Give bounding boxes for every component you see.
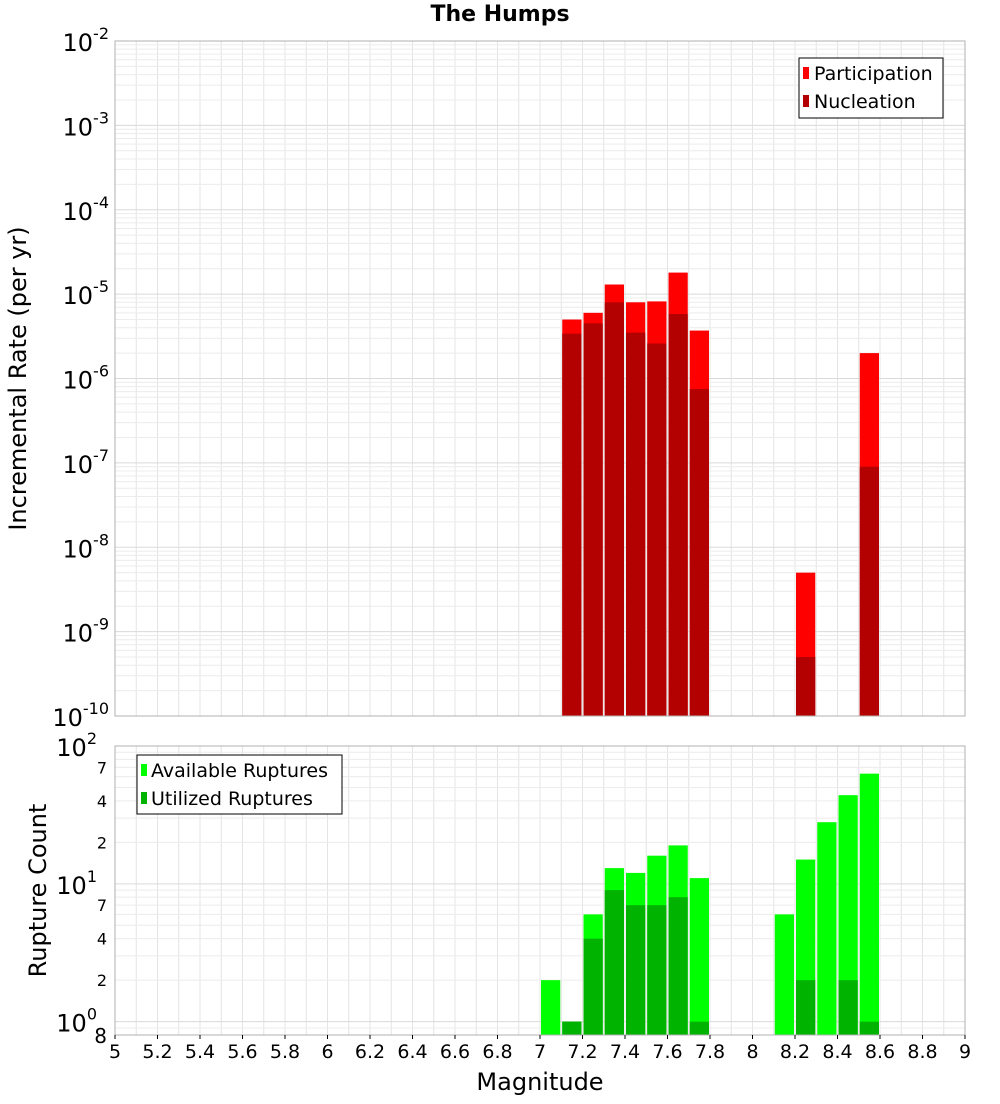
- bar-nucleation: [859, 466, 879, 716]
- x-tick-label: 6: [321, 1041, 333, 1063]
- x-tick-label: 7.4: [610, 1041, 640, 1063]
- x-axis-label: Magnitude: [476, 1068, 603, 1096]
- bar-available: [859, 773, 879, 1035]
- bar-utilized: [838, 980, 858, 1035]
- x-tick-label: 8.2: [780, 1041, 810, 1063]
- y-minor-tick-label-count: 4: [97, 930, 107, 949]
- y-axis-label-rate: Incremental Rate (per yr): [4, 226, 32, 530]
- bar-nucleation: [796, 657, 816, 716]
- y-tick-label-rate: 10-4: [63, 193, 110, 226]
- bar-available: [817, 822, 837, 1035]
- bar-nucleation: [583, 323, 603, 716]
- bar-utilized: [796, 980, 816, 1035]
- bar-nucleation: [562, 333, 582, 716]
- x-tick-label: 9: [959, 1041, 971, 1063]
- legend-count: Available Ruptures Utilized Ruptures: [136, 754, 343, 815]
- grid-rate: [114, 40, 966, 717]
- x-tick-label: 5.2: [142, 1041, 172, 1063]
- legend-swatch-utilized: [141, 792, 147, 804]
- bar-utilized: [689, 1021, 709, 1035]
- bar-utilized: [668, 897, 688, 1035]
- bar-available: [774, 914, 794, 1035]
- y-minor-tick-label-count: 2: [97, 833, 107, 852]
- x-tick-label: 5: [109, 1041, 121, 1063]
- legend-box: [136, 754, 343, 815]
- legend-swatch-participation: [803, 67, 809, 79]
- x-tick-label: 8.6: [865, 1041, 895, 1063]
- y-tick-label-rate: 10-6: [63, 362, 110, 395]
- bar-available: [838, 795, 858, 1035]
- bar-utilized: [859, 1021, 879, 1035]
- x-tick-label: 5.6: [227, 1041, 257, 1063]
- x-tick-label: 6.6: [440, 1041, 470, 1063]
- y-tick-label-rate: 10-3: [63, 108, 110, 141]
- x-tick-label: 7.8: [695, 1041, 725, 1063]
- bar-utilized: [626, 905, 646, 1035]
- bar-nucleation: [647, 343, 667, 716]
- y-minor-tick-label-count: 7: [97, 896, 107, 915]
- x-tick-label: 5.4: [185, 1041, 215, 1063]
- y-tick-label-rate: 10-8: [63, 530, 110, 563]
- x-tick-label: 7: [534, 1041, 546, 1063]
- bar-utilized: [562, 1021, 582, 1035]
- x-tick-label: 7.6: [652, 1041, 682, 1063]
- y-axis-label-count: Rupture Count: [24, 804, 52, 978]
- x-tick-label: 8.4: [822, 1041, 852, 1063]
- bar-utilized: [604, 890, 624, 1035]
- legend-label-available: Available Ruptures: [151, 760, 328, 782]
- x-tick-label: 8: [746, 1041, 758, 1063]
- y-tick-label-count: 102: [56, 729, 97, 762]
- y-tick-label-count: 101: [56, 867, 97, 900]
- y-tick-label-rate: 10-9: [63, 615, 110, 648]
- legend-rate: Participation Nucleation: [798, 57, 944, 119]
- bar-utilized: [647, 905, 667, 1035]
- x-tick-label: 6.4: [397, 1041, 427, 1063]
- plot-border-rate: [114, 40, 966, 717]
- y-bottom-tick-label-count: 8: [94, 1024, 107, 1048]
- y-tick-label-rate: 10-2: [63, 24, 110, 57]
- bar-available: [689, 878, 709, 1035]
- legend-label-participation: Participation: [814, 63, 933, 85]
- bar-nucleation: [626, 332, 646, 716]
- y-tick-label-rate: 10-5: [63, 277, 110, 310]
- legend-label-utilized: Utilized Ruptures: [151, 788, 313, 810]
- legend-swatch-available: [141, 764, 147, 776]
- x-tick-label: 8.8: [907, 1041, 937, 1063]
- legend-label-nucleation: Nucleation: [814, 91, 916, 113]
- bar-utilized: [583, 938, 603, 1035]
- y-tick-label-rate: 10-10: [52, 699, 109, 732]
- y-tick-label-count: 100: [56, 1005, 97, 1038]
- y-minor-tick-label-count: 2: [97, 971, 107, 990]
- y-minor-tick-label-count: 4: [97, 792, 107, 811]
- legend-swatch-nucleation: [803, 95, 809, 107]
- bar-available: [541, 980, 561, 1035]
- x-tick-label: 7.2: [567, 1041, 597, 1063]
- bar-nucleation: [689, 389, 709, 716]
- y-minor-tick-label-count: 7: [97, 758, 107, 777]
- x-tick-label: 6.2: [355, 1041, 385, 1063]
- chart-title: The Humps: [430, 2, 570, 27]
- bar-nucleation: [604, 302, 624, 716]
- legend-box: [798, 57, 944, 119]
- x-tick-label: 5.8: [270, 1041, 300, 1063]
- x-tick-label: 6.8: [482, 1041, 512, 1063]
- y-tick-label-rate: 10-7: [63, 446, 110, 479]
- bar-nucleation: [668, 314, 688, 716]
